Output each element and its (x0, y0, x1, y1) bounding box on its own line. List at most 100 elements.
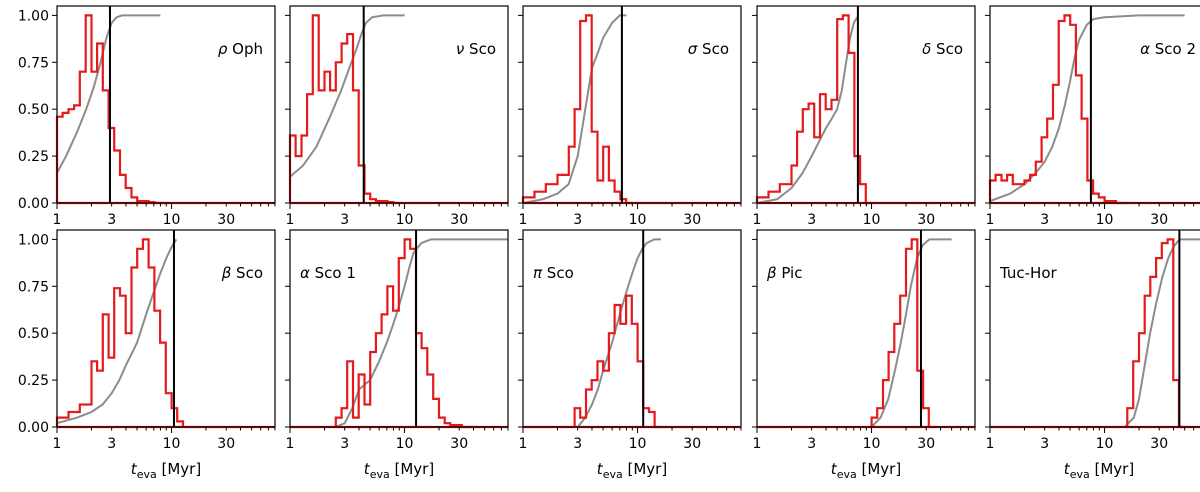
axes-frame (289, 5, 509, 204)
panel-label-greek: σ (688, 40, 698, 58)
histogram-series (288, 14, 399, 205)
y-tick-label: 1.00 (18, 232, 49, 248)
panel-label-greek: β (221, 264, 232, 282)
histogram-series (334, 238, 474, 429)
x-tick-label: 10 (163, 436, 181, 452)
x-tick-label: 3 (340, 212, 349, 228)
panel-label-name: Sco 1 (310, 264, 356, 282)
x-tick-label: 30 (683, 436, 701, 452)
panel-label-name: Sco (931, 40, 963, 58)
panel-label-greek: α (1140, 40, 1150, 58)
histogram-series (755, 14, 872, 205)
axes-frame (756, 229, 976, 428)
axes-frame (522, 229, 742, 428)
x-axis-label: teva [Myr] (597, 460, 667, 481)
panel-6: 1 3 10 30 0.00 0.25 0.50 0.75 1.00 β Sco teva [Myr… (18, 229, 276, 481)
panel-5: 1 3 10 30 α Sco 2 (985, 5, 1200, 228)
x-tick-label: 30 (217, 212, 235, 228)
panel-1: 1 3 10 30 0.00 0.25 0.50 0.75 1.00 ρ Oph (18, 5, 276, 228)
x-axis-label: teva [Myr] (831, 460, 901, 481)
x-tick-label: 30 (917, 436, 935, 452)
y-tick-label: 0.25 (18, 373, 49, 389)
axes-frame (56, 5, 276, 204)
x-tick-label: 1 (519, 436, 528, 452)
x-axis-label: teva [Myr] (364, 460, 434, 481)
x-tick-label: 3 (807, 436, 816, 452)
y-tick-label: 0.00 (18, 420, 49, 436)
panel-label-name: Tuc-Hor (999, 264, 1058, 282)
panel-label-greek: α (300, 264, 310, 282)
x-tick-label: 3 (107, 436, 116, 452)
x-tick-label: 10 (396, 212, 414, 228)
x-tick-label: 10 (629, 212, 647, 228)
x-tick-label: 30 (217, 436, 235, 452)
cdf-curve (1123, 238, 1200, 428)
x-tick-label: 30 (450, 212, 468, 228)
panel-label-name: Sco (697, 40, 729, 58)
x-axis-label: teva [Myr] (1064, 460, 1134, 481)
x-tick-label: 3 (340, 436, 349, 452)
panel-label: ρ Oph (218, 40, 263, 58)
histogram-series (1126, 238, 1185, 429)
cdf-curve (870, 238, 952, 428)
x-tick-label: 3 (1040, 212, 1049, 228)
x-tick-label: 10 (1096, 212, 1114, 228)
panel-label: β Sco (221, 264, 263, 282)
x-tick-label: 1 (286, 436, 295, 452)
x-axis-label-main: t (364, 460, 371, 478)
panel-label: σ Sco (688, 40, 729, 58)
panel-label-name: Sco (231, 264, 263, 282)
x-axis-label-unit: [Myr] (390, 460, 434, 478)
panel-label: π Sco (533, 264, 574, 282)
panel-label-greek: ρ (218, 40, 228, 58)
x-tick-label: 10 (1096, 436, 1114, 452)
panel-8: 1 3 10 30 π Sco teva [Myr] (518, 229, 742, 481)
y-tick-label: 0.50 (18, 102, 49, 118)
panel-10: 1 3 10 30 Tuc-Hor teva [Myr] (985, 229, 1200, 481)
x-tick-label: 30 (917, 212, 935, 228)
panel-label: Tuc-Hor (999, 264, 1058, 282)
histogram-series (55, 238, 185, 427)
x-tick-label: 3 (1040, 436, 1049, 452)
panel-label: α Sco 2 (1140, 40, 1196, 58)
x-axis-label-unit: [Myr] (623, 460, 667, 478)
x-axis-label-main: t (597, 460, 604, 478)
axes-frame (756, 5, 976, 204)
x-tick-label: 10 (863, 436, 881, 452)
cdf-curve (289, 14, 405, 178)
panel-3: 1 3 10 30 σ Sco (518, 5, 742, 228)
x-tick-label: 1 (986, 212, 995, 228)
x-tick-label: 10 (163, 212, 181, 228)
x-axis-label-main: t (1064, 460, 1071, 478)
x-tick-label: 1 (519, 212, 528, 228)
x-axis-label-main: t (131, 460, 138, 478)
x-tick-label: 30 (1150, 212, 1168, 228)
x-tick-label: 1 (286, 212, 295, 228)
x-tick-label: 1 (753, 436, 762, 452)
panel-label: α Sco 1 (300, 264, 356, 282)
panel-label-greek: π (533, 264, 543, 282)
x-tick-label: 30 (683, 212, 701, 228)
y-tick-label: 1.00 (18, 8, 49, 24)
x-tick-label: 3 (807, 212, 816, 228)
y-tick-label: 0.75 (18, 279, 49, 295)
histogram-series (988, 14, 1128, 205)
axes-frame (989, 5, 1200, 204)
x-tick-label: 1 (53, 212, 62, 228)
x-tick-label: 10 (396, 436, 414, 452)
panel-7: 1 3 10 30 α Sco 1 teva [Myr] (285, 229, 509, 481)
panel-label-name: Sco (542, 264, 574, 282)
x-tick-label: 1 (53, 436, 62, 452)
x-axis-label: teva [Myr] (131, 460, 201, 481)
x-tick-label: 10 (629, 436, 647, 452)
x-axis-label-main: t (831, 460, 838, 478)
x-axis-label-sub: eva (603, 468, 623, 481)
y-tick-label: 0.75 (18, 55, 49, 71)
x-axis-label-sub: eva (137, 468, 157, 481)
panel-label-greek: δ (922, 40, 931, 58)
histogram-series (55, 14, 166, 205)
panel-label-name: Sco 2 (1150, 40, 1196, 58)
x-tick-label: 10 (863, 212, 881, 228)
x-axis-label-sub: eva (837, 468, 857, 481)
panel-9: 1 3 10 30 β Pic teva [Myr] (752, 229, 976, 481)
